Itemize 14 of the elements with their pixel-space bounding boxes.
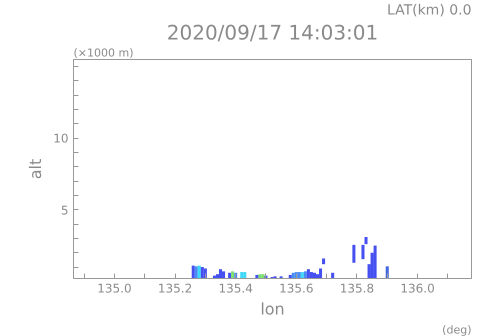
chart-title: 2020/09/17 14:03:01 — [166, 20, 378, 44]
x-tick-label: 135.8 — [340, 282, 374, 296]
x-tick-label: 136.0 — [400, 282, 435, 296]
y-tick-label: 10 — [53, 132, 69, 146]
text: (deg) — [442, 324, 472, 336]
y-tick-label: 5 — [60, 203, 69, 218]
x-tick-label: 135.6 — [279, 282, 314, 296]
x-tick-label: 135.4 — [218, 282, 253, 296]
x-tick-label: 135.0 — [97, 282, 132, 296]
x-tick-label: 135.2 — [158, 282, 192, 296]
x-axis-title: lon — [260, 300, 285, 318]
text: (×1000 m) — [74, 46, 134, 60]
chart-subtitle: LAT(km) 0.0 — [386, 2, 472, 18]
y-axis-title: alt — [26, 158, 46, 180]
